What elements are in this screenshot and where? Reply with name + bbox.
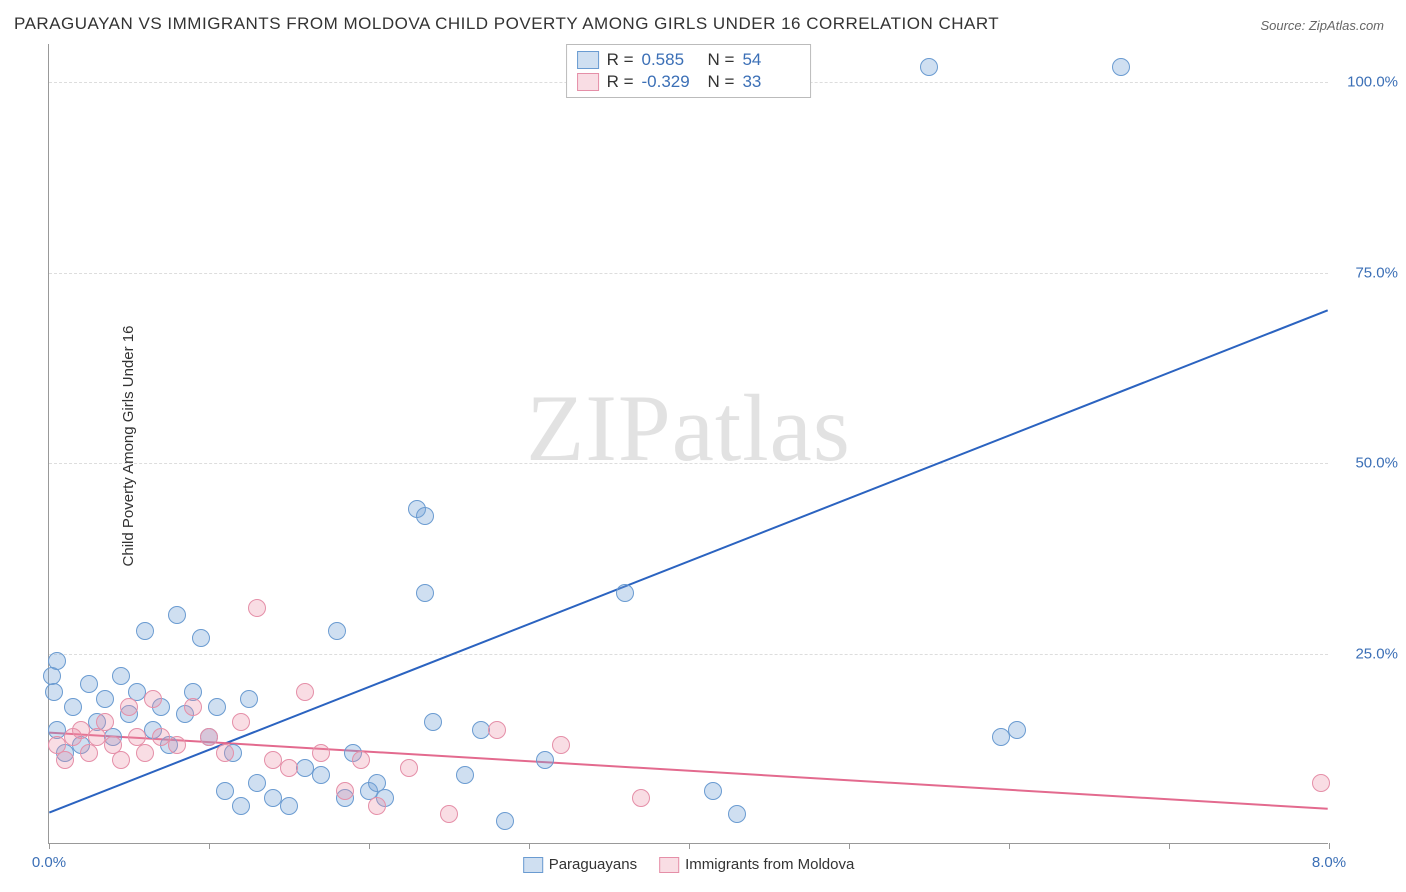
legend-swatch xyxy=(577,51,599,69)
legend-swatch xyxy=(659,857,679,873)
scatter-point xyxy=(296,683,314,701)
plot-area: ZIPatlas 25.0%50.0%75.0%100.0% R =0.585N… xyxy=(48,44,1328,844)
xtick xyxy=(369,843,370,849)
xtick xyxy=(689,843,690,849)
legend-series: Paraguayans Immigrants from Moldova xyxy=(523,856,855,873)
scatter-point xyxy=(144,690,162,708)
scatter-point xyxy=(45,683,63,701)
scatter-point xyxy=(192,629,210,647)
scatter-point xyxy=(456,766,474,784)
scatter-point xyxy=(424,713,442,731)
scatter-point xyxy=(336,782,354,800)
scatter-point xyxy=(704,782,722,800)
scatter-point xyxy=(552,736,570,754)
scatter-point xyxy=(184,698,202,716)
chart-title: PARAGUAYAN VS IMMIGRANTS FROM MOLDOVA CH… xyxy=(14,14,999,34)
legend-n-label: N = xyxy=(708,72,735,92)
legend-item: Paraguayans xyxy=(523,856,637,873)
scatter-point xyxy=(96,690,114,708)
legend-n-value: 54 xyxy=(742,50,800,70)
scatter-point xyxy=(616,584,634,602)
xtick xyxy=(1169,843,1170,849)
xtick xyxy=(1329,843,1330,849)
ytick-label: 100.0% xyxy=(1347,74,1398,91)
scatter-point xyxy=(368,797,386,815)
scatter-point xyxy=(1008,721,1026,739)
legend-r-label: R = xyxy=(607,50,634,70)
scatter-point xyxy=(64,698,82,716)
scatter-point xyxy=(208,698,226,716)
legend-r-value: -0.329 xyxy=(642,72,700,92)
legend-stat-row: R = -0.329 N = 33 xyxy=(577,71,801,93)
legend-label: Immigrants from Moldova xyxy=(685,856,854,873)
scatter-point xyxy=(232,797,250,815)
scatter-point xyxy=(96,713,114,731)
scatter-point xyxy=(112,667,130,685)
xtick xyxy=(209,843,210,849)
scatter-point xyxy=(352,751,370,769)
legend-item: Immigrants from Moldova xyxy=(659,856,854,873)
xtick-label: 8.0% xyxy=(1312,854,1346,871)
chart-source: Source: ZipAtlas.com xyxy=(1260,18,1384,33)
scatter-point xyxy=(168,606,186,624)
xtick xyxy=(49,843,50,849)
xtick-label: 0.0% xyxy=(32,854,66,871)
scatter-point xyxy=(920,58,938,76)
scatter-point xyxy=(280,759,298,777)
legend-stat-row: R = 0.585 N = 54 xyxy=(577,49,801,71)
legend-stats: R = 0.585 N = 54 R = -0.329 N = 33 xyxy=(566,44,812,98)
scatter-point xyxy=(496,812,514,830)
scatter-point xyxy=(216,782,234,800)
scatter-point xyxy=(216,744,234,762)
scatter-point xyxy=(280,797,298,815)
legend-swatch xyxy=(523,857,543,873)
scatter-point xyxy=(248,599,266,617)
scatter-point xyxy=(1112,58,1130,76)
scatter-point xyxy=(440,805,458,823)
legend-n-value: 33 xyxy=(742,72,800,92)
scatter-point xyxy=(240,690,258,708)
scatter-point xyxy=(48,652,66,670)
xtick xyxy=(849,843,850,849)
scatter-point xyxy=(632,789,650,807)
scatter-point xyxy=(80,675,98,693)
trend-line xyxy=(49,310,1327,812)
scatter-point xyxy=(312,766,330,784)
scatter-point xyxy=(312,744,330,762)
scatter-point xyxy=(728,805,746,823)
scatter-point xyxy=(248,774,266,792)
legend-label: Paraguayans xyxy=(549,856,637,873)
scatter-point xyxy=(1312,774,1330,792)
scatter-point xyxy=(56,751,74,769)
scatter-point xyxy=(536,751,554,769)
scatter-point xyxy=(416,507,434,525)
xtick xyxy=(529,843,530,849)
ytick-label: 50.0% xyxy=(1355,455,1398,472)
scatter-point xyxy=(328,622,346,640)
ytick-label: 25.0% xyxy=(1355,645,1398,662)
scatter-point xyxy=(136,622,154,640)
xtick xyxy=(1009,843,1010,849)
scatter-point xyxy=(488,721,506,739)
scatter-point xyxy=(400,759,418,777)
scatter-point xyxy=(112,751,130,769)
scatter-point xyxy=(200,728,218,746)
legend-r-value: 0.585 xyxy=(642,50,700,70)
scatter-point xyxy=(136,744,154,762)
scatter-point xyxy=(120,698,138,716)
legend-r-label: R = xyxy=(607,72,634,92)
legend-swatch xyxy=(577,73,599,91)
ytick-label: 75.0% xyxy=(1355,264,1398,281)
legend-n-label: N = xyxy=(708,50,735,70)
scatter-point xyxy=(168,736,186,754)
scatter-point xyxy=(416,584,434,602)
scatter-point xyxy=(232,713,250,731)
